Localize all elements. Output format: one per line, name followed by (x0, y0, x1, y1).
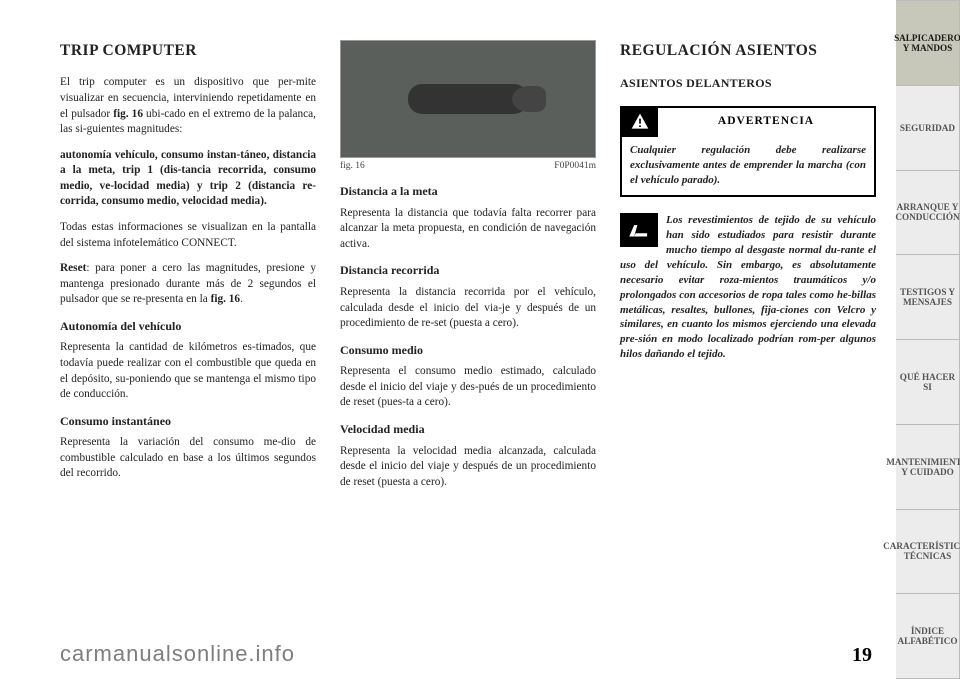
figcap-right: F0P0041m (554, 160, 596, 173)
col1-p6: Representa la variación del consumo me-d… (60, 435, 316, 482)
col2-p2: Representa la distancia recorrida por el… (340, 285, 596, 332)
warning-banner: ADVERTENCIA (658, 107, 874, 137)
tab-que-hacer[interactable]: QUÉ HACER SI (896, 339, 960, 424)
col1-reset: Reset (60, 262, 86, 274)
watermark: carmanualsonline.info (60, 641, 295, 667)
tab-mantenimiento[interactable]: MANTENIMIENTO Y CUIDADO (896, 424, 960, 509)
warning-triangle-icon (622, 107, 658, 137)
col1-p3: Todas estas informaciones se visualizan … (60, 220, 316, 251)
info-text: Los revestimientos de tejido de su vehíc… (620, 214, 876, 360)
col1-p4-a: : para poner a cero las magnitudes, pres… (60, 262, 316, 305)
col2-p1: Representa la distancia que todavía falt… (340, 206, 596, 253)
col1-p1-fig: fig. 16 (113, 108, 143, 120)
col1-p1: El trip computer es un dispositivo que p… (60, 75, 316, 137)
heading-regulacion: REGULACIÓN ASIENTOS (620, 40, 876, 61)
heading-dist-meta: Distancia a la meta (340, 183, 596, 200)
side-tabs: SALPICADERO Y MANDOS SEGURIDAD ARRANQUE … (896, 0, 960, 679)
column-1: TRIP COMPUTER El trip computer es un dis… (60, 40, 316, 633)
col1-p2: autonomía vehículo, consumo instan-táneo… (60, 148, 316, 210)
seat-icon (620, 213, 658, 247)
heading-autonomia: Autonomía del vehículo (60, 318, 316, 335)
heading-trip-computer: TRIP COMPUTER (60, 40, 316, 61)
col1-p4-fig: fig. 16 (211, 293, 241, 305)
column-2: fig. 16 F0P0041m Distancia a la meta Rep… (340, 40, 596, 633)
col2-p3: Representa el consumo medio estimado, ca… (340, 364, 596, 411)
content-columns: TRIP COMPUTER El trip computer es un dis… (60, 40, 876, 633)
heading-dist-rec: Distancia recorrida (340, 262, 596, 279)
page-footer: carmanualsonline.info 19 (60, 641, 876, 667)
heading-consumo-instant: Consumo instantáneo (60, 413, 316, 430)
info-box: Los revestimientos de tejido de su vehíc… (620, 213, 876, 361)
heading-consumo-medio: Consumo medio (340, 342, 596, 359)
tab-indice[interactable]: ÍNDICE ALFABÉTICO (896, 593, 960, 679)
page-body: TRIP COMPUTER El trip computer es un dis… (0, 0, 896, 679)
figure-caption: fig. 16 F0P0041m (340, 160, 596, 173)
col1-p4: Reset: para poner a cero las magnitudes,… (60, 261, 316, 308)
tab-testigos[interactable]: TESTIGOS Y MENSAJES (896, 254, 960, 339)
warning-text: Cualquier regulación debe realizarse exc… (630, 144, 866, 186)
col1-p4-b: . (240, 293, 243, 305)
col1-p5: Representa la cantidad de kilómetros es-… (60, 340, 316, 402)
warning-header: ADVERTENCIA (622, 107, 874, 137)
col2-p4: Representa la velocidad media alcanzada,… (340, 444, 596, 491)
heading-asientos-del: ASIENTOS DELANTEROS (620, 75, 876, 92)
column-3: REGULACIÓN ASIENTOS ASIENTOS DELANTEROS … (620, 40, 876, 633)
figcap-left: fig. 16 (340, 160, 365, 173)
figure-stalk (340, 40, 596, 158)
heading-vel-media: Velocidad media (340, 421, 596, 438)
tab-caracteristicas[interactable]: CARACTERÍSTICAS TÉCNICAS (896, 509, 960, 594)
page-number: 19 (852, 644, 872, 667)
warning-box: ADVERTENCIA Cualquier regulación debe re… (620, 106, 876, 198)
tab-seguridad[interactable]: SEGURIDAD (896, 85, 960, 170)
stalk-graphic (408, 84, 528, 114)
tab-arranque[interactable]: ARRANQUE Y CONDUCCIÓN (896, 170, 960, 255)
tab-salpicadero[interactable]: SALPICADERO Y MANDOS (896, 0, 960, 85)
